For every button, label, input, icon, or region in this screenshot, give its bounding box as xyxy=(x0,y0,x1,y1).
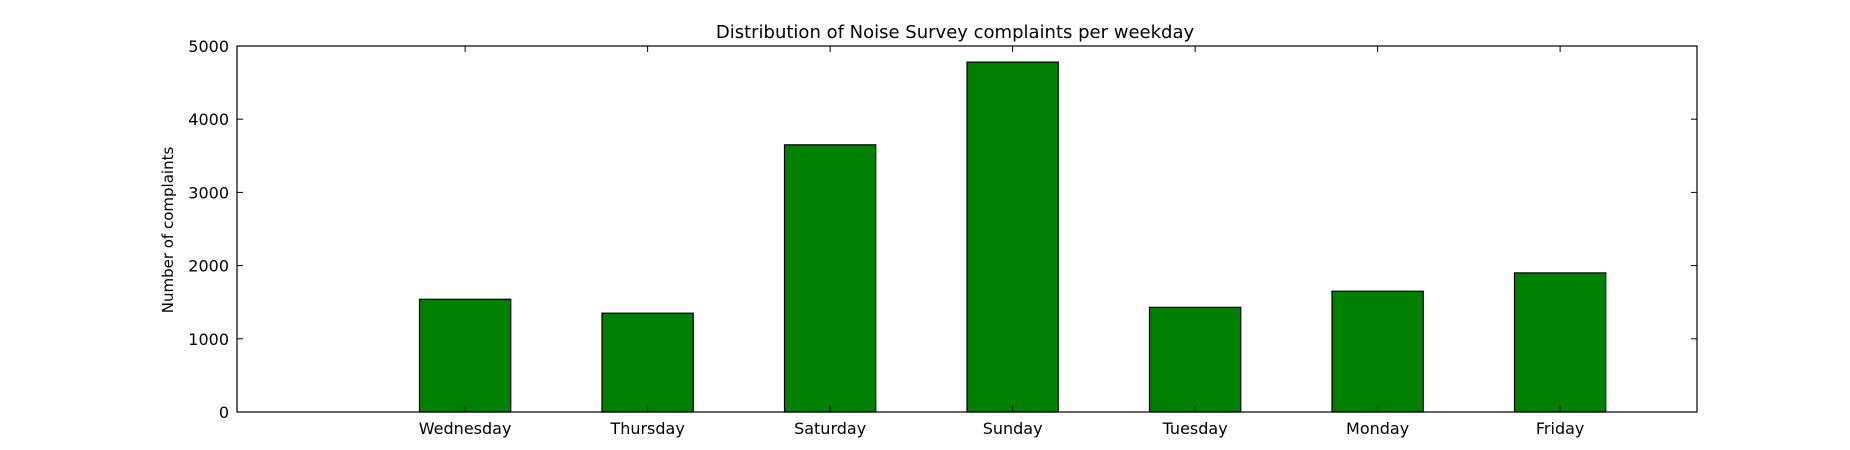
y-axis-label: Number of complaints xyxy=(159,147,177,314)
x-tick-label: Friday xyxy=(1536,419,1585,438)
bar-monday xyxy=(1331,290,1424,413)
bar-thursday xyxy=(601,312,694,413)
bar-wednesday xyxy=(418,298,512,413)
x-tick-label: Wednesday xyxy=(419,419,512,438)
chart-title: Distribution of Noise Survey complaints … xyxy=(716,22,1195,43)
y-tick-label: 2000 xyxy=(188,257,229,276)
plot-frame xyxy=(236,45,1698,413)
x-tick-label: Sunday xyxy=(983,419,1043,438)
bars-group xyxy=(418,61,1607,413)
x-tick-label: Tuesday xyxy=(1162,419,1228,438)
x-tick-label: Thursday xyxy=(609,419,684,438)
bar-friday xyxy=(1513,272,1607,413)
y-tick-label: 4000 xyxy=(188,110,229,129)
bar-sunday xyxy=(966,61,1059,413)
x-tick-label: Monday xyxy=(1346,419,1409,438)
y-tick-label: 0 xyxy=(219,403,229,422)
ticks-group: Wednesday Thursday Saturday Sunday Tuesday Mo… xyxy=(188,37,1697,438)
y-tick-label: 1000 xyxy=(188,330,229,349)
bar-tuesday xyxy=(1148,306,1242,413)
x-tick-label: Saturday xyxy=(794,419,866,438)
bar-saturday xyxy=(783,144,877,413)
y-tick-label: 3000 xyxy=(188,183,229,202)
y-tick-label: 5000 xyxy=(188,37,229,56)
